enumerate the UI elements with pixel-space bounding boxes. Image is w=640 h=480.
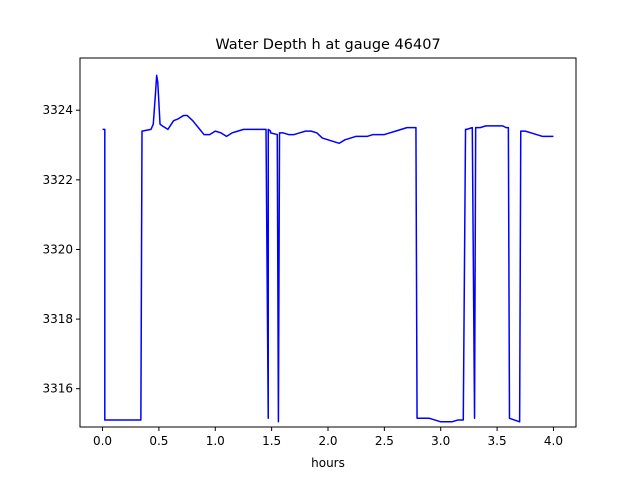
y-tick-label: 3316	[42, 382, 73, 396]
y-tick-label: 3320	[42, 242, 73, 256]
x-tick-label: 2.0	[318, 434, 337, 448]
x-tick-label: 3.5	[488, 434, 507, 448]
y-tick-label: 3322	[42, 173, 73, 187]
x-axis-label: hours	[311, 456, 345, 470]
y-axis-ticks: 3316 3318 3320 3322 3324	[42, 103, 80, 396]
x-tick-label: 3.0	[431, 434, 450, 448]
x-tick-label: 1.5	[262, 434, 281, 448]
x-tick-label: 0.5	[149, 434, 168, 448]
series-layer	[102, 74, 554, 423]
x-tick-label: 1.0	[206, 434, 225, 448]
series-line	[102, 74, 554, 423]
x-tick-label: 4.0	[544, 434, 563, 448]
y-tick-label: 3324	[42, 103, 73, 117]
plot-area-frame	[79, 57, 577, 428]
x-tick-label: 2.5	[375, 434, 394, 448]
x-tick-label: 0.0	[93, 434, 112, 448]
chart-title: Water Depth h at gauge 46407	[215, 37, 440, 53]
y-tick-label: 3318	[42, 312, 73, 326]
x-axis-ticks: 0.0 0.5 1.0 1.5 2.0 2.5 3.0 3.5 4.0	[93, 427, 563, 448]
